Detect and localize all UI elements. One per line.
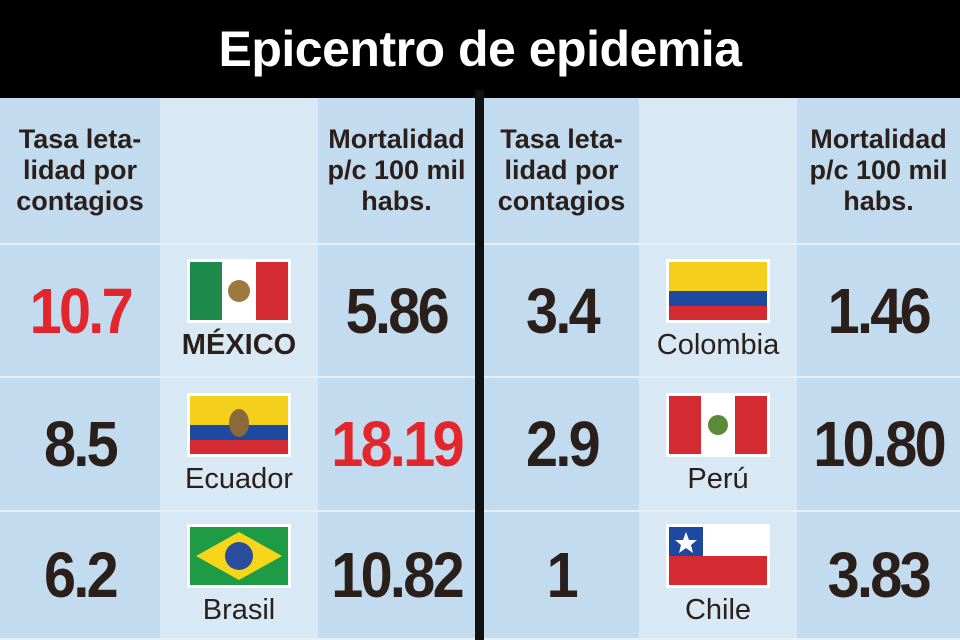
header-line: p/c 100 mil xyxy=(327,155,466,185)
header-line: lidad por xyxy=(23,155,137,185)
mortality: 5.86 xyxy=(345,274,450,347)
country: Colombia xyxy=(656,329,780,361)
header-line: Tasa leta- xyxy=(500,124,623,154)
table: Tasa leta-lidad por contagios Mortalidad p… xyxy=(0,98,475,640)
header-line: Mortalidad xyxy=(328,124,465,154)
header-cell xyxy=(160,98,318,245)
flag-chile xyxy=(666,523,770,588)
flag-ecuador xyxy=(187,392,291,457)
header-cell xyxy=(639,98,797,245)
country: Chile xyxy=(684,593,752,626)
header-line: contagios xyxy=(497,186,626,216)
rate: 6.2 xyxy=(44,539,119,611)
title: Epicentro de epidemia xyxy=(218,21,742,77)
country-cell: Chile xyxy=(639,512,797,640)
header-line: lidad por xyxy=(504,155,619,185)
rate-cell: 10.7 xyxy=(0,245,160,378)
mortality: 3.83 xyxy=(827,539,932,611)
flag-brasil xyxy=(187,523,291,588)
mortality-cell: 5.86 xyxy=(318,245,475,378)
rate-cell: 2.9 xyxy=(484,378,639,512)
mortality: 18.19 xyxy=(331,408,464,480)
rate-cell: 1 xyxy=(484,512,639,640)
flag-peru xyxy=(666,392,770,457)
rate: 10.7 xyxy=(29,274,133,347)
mortality: 10.82 xyxy=(331,539,464,611)
header-cell: Tasa leta-lidad por contagios xyxy=(484,98,639,245)
header-line: p/c 100 mil xyxy=(809,155,948,185)
divider xyxy=(475,90,484,640)
rate: 1 xyxy=(546,539,579,611)
rate: 3.4 xyxy=(525,274,601,347)
country: Perú xyxy=(687,462,749,495)
country-cell: Brasil xyxy=(160,512,318,640)
header-line: habs. xyxy=(843,186,914,216)
mortality: 1.46 xyxy=(827,274,932,347)
table: Tasa leta-lidad por contagios Mortalidad p… xyxy=(484,98,960,640)
rate-cell: 6.2 xyxy=(0,512,160,640)
header-line: contagios xyxy=(16,186,144,216)
country: MÉXICO xyxy=(181,329,297,361)
mortality-cell: 18.19 xyxy=(318,378,475,512)
header-cell: Mortalidad p/c 100 mil habs. xyxy=(797,98,960,245)
country-cell: Ecuador xyxy=(160,378,318,512)
header-cell: Mortalidad p/c 100 mil habs. xyxy=(318,98,475,245)
rate-cell: 8.5 xyxy=(0,378,160,512)
mortality-cell: 10.80 xyxy=(797,378,960,512)
mortality-cell: 1.46 xyxy=(797,245,960,378)
country-cell: Colombia xyxy=(639,245,797,378)
flag-mexico xyxy=(187,259,291,323)
country: Ecuador xyxy=(184,462,293,495)
rate: 8.5 xyxy=(44,408,119,480)
mortality: 10.80 xyxy=(813,408,946,480)
header-line: Tasa leta- xyxy=(18,124,142,154)
header-cell: Tasa leta-lidad por contagios xyxy=(0,98,160,245)
mortality-cell: 3.83 xyxy=(797,512,960,640)
header-line: habs. xyxy=(361,186,432,216)
title-bar: Epicentro de epidemia xyxy=(0,0,960,98)
rate-cell: 3.4 xyxy=(484,245,639,378)
rate: 2.9 xyxy=(525,408,601,480)
flag-colombia xyxy=(666,259,770,323)
header-line: Mortalidad xyxy=(810,124,947,154)
country: Brasil xyxy=(202,593,276,626)
country-cell: MÉXICO xyxy=(160,245,318,378)
mortality-cell: 10.82 xyxy=(318,512,475,640)
country-cell: Perú xyxy=(639,378,797,512)
